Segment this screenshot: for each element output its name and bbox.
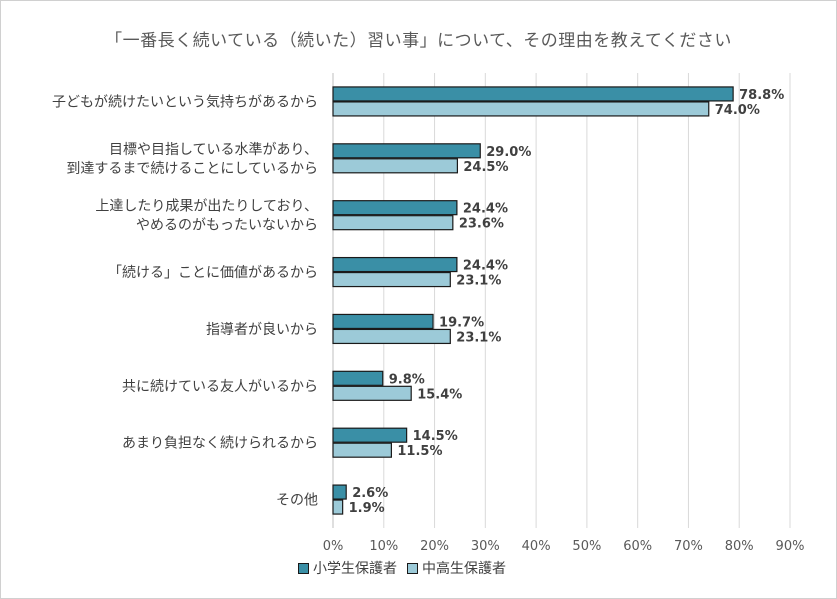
bar-secondary [332, 442, 392, 458]
x-tick-label: 80% [725, 539, 754, 554]
data-label-secondary: 15.4% [417, 387, 462, 402]
legend-swatch-secondary [407, 562, 418, 574]
bar-secondary [332, 328, 451, 345]
data-label-secondary: 23.6% [459, 217, 504, 232]
x-tick-label: 90% [776, 539, 805, 554]
category-label: その他 [276, 493, 318, 509]
chart-title: 「一番長く続いている（続いた）習い事」について、その理由を教えてください [105, 31, 732, 51]
legend-item-elementary: 小学生保護者 [298, 558, 397, 578]
data-label-elementary: 29.0% [486, 145, 531, 160]
legend-swatch-elementary [298, 562, 309, 574]
x-tick-label: 40% [522, 539, 551, 554]
data-label-elementary: 24.4% [463, 259, 508, 274]
bar-elementary [332, 313, 434, 330]
data-label-elementary: 78.8% [739, 88, 784, 103]
data-label-secondary: 23.1% [456, 274, 501, 289]
x-tick-label: 10% [369, 539, 398, 554]
bar-secondary [332, 385, 412, 401]
x-tick-label: 0% [323, 539, 344, 554]
bar-secondary [332, 215, 454, 231]
bar-elementary [332, 200, 458, 216]
bar-elementary [332, 256, 458, 273]
data-label-secondary: 74.0% [715, 103, 760, 118]
bar-elementary [332, 484, 347, 500]
category-label: 子どもが続けたいという気持ちがあるから [52, 93, 318, 110]
data-label-elementary: 9.8% [389, 372, 425, 387]
bar-elementary [332, 427, 408, 443]
bar-secondary [332, 271, 451, 288]
category-label: 目標や目指している水準があり、到達するまで続けることにしているから [66, 142, 318, 177]
x-tick-label: 30% [471, 539, 500, 554]
data-label-elementary: 19.7% [439, 315, 484, 330]
data-label-secondary: 23.1% [456, 330, 501, 345]
x-tick-label: 60% [623, 539, 652, 554]
data-label-secondary: 1.9% [349, 501, 385, 516]
category-label: 上達したり成果が出たりしており、やめるのがもったいないから [95, 199, 318, 234]
legend-item-secondary: 中高生保護者 [407, 558, 506, 578]
data-label-secondary: 24.5% [463, 160, 508, 175]
x-tick-label: 70% [674, 539, 703, 554]
bar-elementary [332, 86, 734, 102]
data-label-elementary: 24.4% [463, 202, 508, 217]
data-label-elementary: 2.6% [352, 486, 388, 501]
category-label: 指導者が良いから [206, 322, 318, 338]
category-label: あまり負担なく続けられるから [122, 435, 318, 452]
data-label-secondary: 11.5% [397, 444, 442, 459]
bar-secondary [332, 101, 710, 117]
bar-secondary [332, 499, 344, 515]
category-label: 「続ける」ことに価値があるから [108, 264, 318, 281]
legend-label-elementary: 小学生保護者 [313, 561, 397, 577]
x-tick-label: 20% [420, 539, 449, 554]
legend: 小学生保護者 中高生保護者 [298, 558, 516, 578]
bar-secondary [332, 158, 459, 174]
x-tick-label: 50% [572, 539, 601, 554]
category-label: 共に続けている友人がいるから [122, 378, 318, 395]
legend-label-secondary: 中高生保護者 [422, 561, 506, 577]
bar-elementary [332, 370, 384, 386]
data-label-elementary: 14.5% [413, 429, 458, 444]
bar-elementary [332, 143, 481, 159]
